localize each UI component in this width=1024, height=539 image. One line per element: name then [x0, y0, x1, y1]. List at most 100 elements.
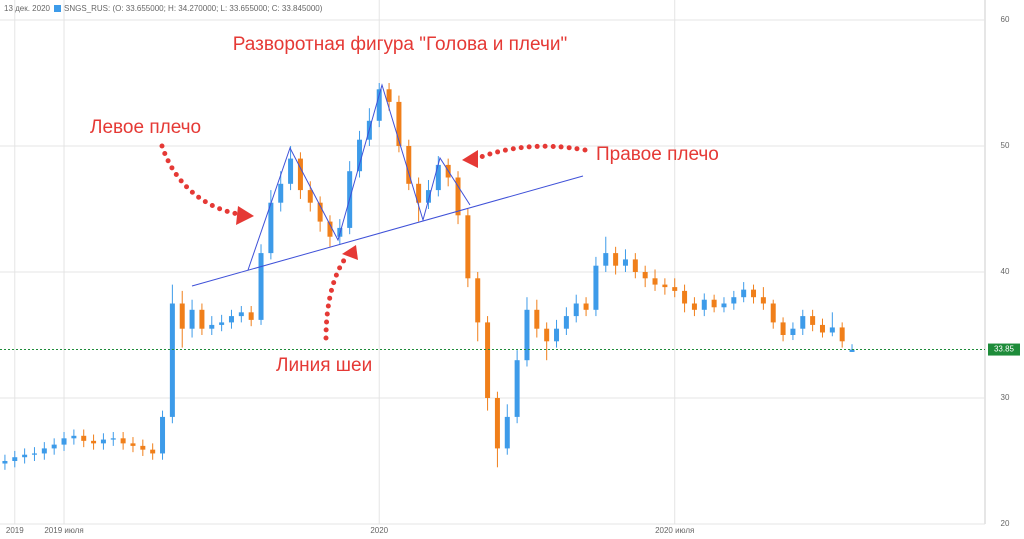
candle-body — [751, 289, 757, 298]
candle-body — [169, 303, 175, 417]
candle-body — [396, 101, 402, 146]
pattern-outline — [247, 83, 471, 271]
candle-body — [810, 316, 816, 325]
arrow-head — [342, 245, 358, 260]
candle-body — [219, 322, 225, 325]
candle-body — [780, 322, 786, 335]
candle-body — [71, 435, 77, 439]
candle-body — [31, 453, 37, 455]
candle-body — [307, 190, 313, 203]
candle-body — [110, 438, 116, 440]
candle-body — [485, 322, 491, 398]
candle-body — [12, 457, 18, 461]
arrow-right — [475, 143, 588, 161]
candle-body — [425, 190, 431, 203]
candle-body — [199, 309, 205, 329]
candle-body — [544, 328, 550, 342]
candle-body — [120, 438, 126, 444]
candle-body — [357, 139, 363, 172]
candle-body — [534, 309, 540, 329]
pattern-lines — [191, 83, 584, 287]
candle-body — [701, 299, 707, 310]
candle-body — [691, 303, 697, 310]
candle-body — [770, 303, 776, 323]
candle-body — [376, 89, 382, 121]
candle-body — [554, 328, 560, 342]
candle-body — [475, 278, 481, 323]
candle-body — [278, 183, 284, 203]
neckline — [191, 175, 584, 287]
candle-body — [91, 440, 97, 444]
candle-body — [642, 272, 648, 279]
candle-body — [268, 202, 274, 254]
x-tick-label: 2020 июля — [655, 526, 694, 535]
date-label: 13 дек. 2020 — [4, 4, 51, 13]
candle-body — [386, 89, 392, 102]
candle-body — [160, 416, 166, 454]
candle-body — [130, 443, 136, 446]
last-price-box — [988, 343, 1020, 356]
candle-body — [150, 449, 156, 454]
annotation: Левое плечо — [90, 117, 201, 138]
arrow-heads — [236, 150, 478, 260]
candle-body — [514, 360, 520, 417]
y-tick-label: 60 — [1001, 15, 1010, 24]
candle-body — [248, 312, 254, 320]
candle-body — [258, 253, 264, 320]
candle-body — [455, 177, 461, 216]
candle-body — [416, 183, 422, 203]
candle-body — [406, 146, 412, 184]
candle-body — [22, 454, 28, 458]
candle-body — [711, 299, 717, 308]
candle-body — [849, 349, 855, 352]
candle-body — [297, 158, 303, 191]
annotation: Правое плечо — [596, 144, 719, 165]
legend-label: SNGS_RUS: (O: 33.655000; H: 34.270000; L… — [64, 4, 323, 13]
candle-body — [839, 327, 845, 342]
candle-body — [622, 259, 628, 266]
candle-body — [583, 303, 589, 310]
candle-body — [140, 445, 146, 450]
candle-body — [524, 309, 530, 361]
arrows — [159, 143, 588, 341]
x-tick-label: 2020 — [370, 526, 388, 535]
legend-swatch — [54, 5, 61, 12]
candle-body — [800, 316, 806, 329]
arrow-neck — [323, 252, 351, 341]
candle-body — [179, 303, 185, 329]
candle-body — [288, 158, 294, 184]
y-tick-label: 30 — [1001, 393, 1010, 402]
candle-body — [504, 416, 510, 449]
candle-body — [2, 461, 8, 464]
candle-body — [573, 303, 579, 317]
annotation: Линия шеи — [276, 355, 372, 376]
x-tick-label: 2019 — [6, 526, 24, 535]
candle-body — [603, 253, 609, 266]
candle-body — [189, 309, 195, 329]
candle-body — [61, 438, 67, 445]
candle-body — [228, 316, 234, 323]
candle-body — [494, 398, 500, 449]
candle-body — [465, 215, 471, 279]
y-tick-label: 50 — [1001, 141, 1010, 150]
arrow-head — [236, 206, 254, 225]
y-tick-label: 20 — [1001, 519, 1010, 528]
candle-body — [209, 324, 215, 329]
arrow-head — [462, 150, 478, 168]
candle-body — [672, 287, 678, 291]
candle-body — [682, 290, 688, 304]
candle-body — [317, 202, 323, 222]
candle-body — [632, 259, 638, 272]
candle-body — [741, 289, 747, 298]
candle-body — [613, 253, 619, 266]
arrow-left — [159, 143, 241, 217]
candle-body — [327, 221, 333, 237]
x-tick-label: 2019 июля — [44, 526, 83, 535]
candle-body — [731, 297, 737, 304]
candle-body — [593, 265, 599, 310]
candle-body — [790, 328, 796, 335]
candle-body — [662, 284, 668, 288]
